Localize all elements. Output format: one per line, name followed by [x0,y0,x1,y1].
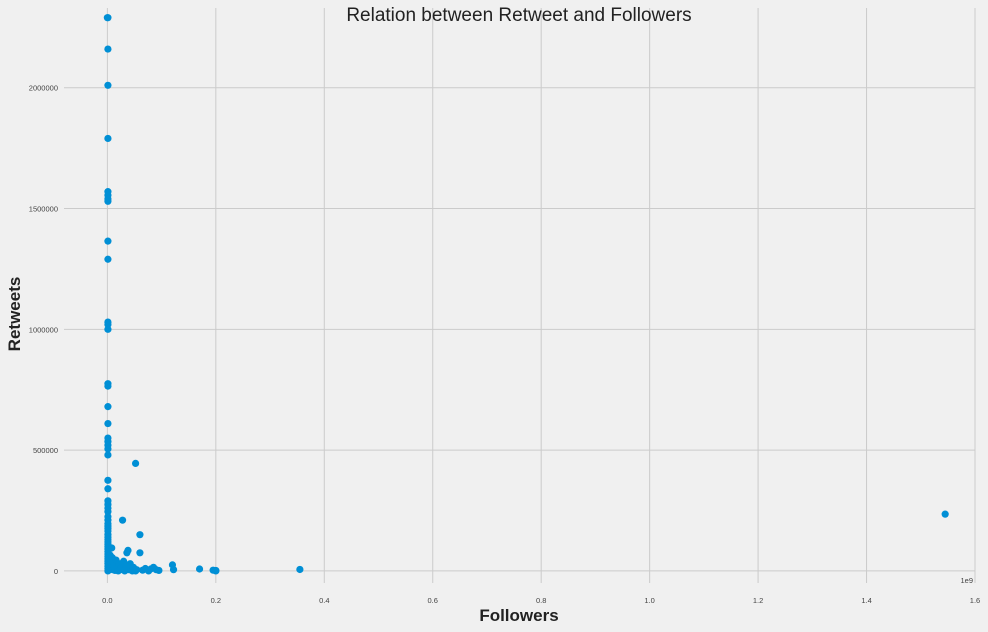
scatter-point [136,549,144,557]
scatter-point [104,451,112,459]
x-tick-label: 0.2 [211,596,221,605]
scatter-point [296,565,304,574]
scatter-point [104,237,112,245]
scatter-point [131,459,140,468]
y-tick-label: 0 [54,567,58,576]
x-axis-label: Followers [479,606,558,625]
y-tick-label: 1500000 [29,205,58,214]
scatter-point [212,567,220,575]
scatter-point [104,134,112,143]
chart-title: Relation between Retweet and Followers [346,5,691,26]
scatter-point [104,419,112,428]
grid-lines [64,8,976,583]
y-tick-label: 500000 [33,446,58,455]
x-tick-label: 1.4 [861,596,871,605]
scatter-point [104,14,112,22]
x-tick-label: 0.8 [536,596,546,605]
scatter-point [108,544,116,552]
scatter-point [104,445,112,453]
scatter-point [195,565,204,573]
x-tick-label: 1.0 [644,596,654,605]
x-tick-label: 0.4 [319,596,329,605]
scatter-point [104,476,112,484]
tick-labels: 0.0 0.2 0.4 0.6 0.8 1.0 1.2 1.4 1.6 0 500000 100000… [29,84,980,605]
scatter-point [124,546,132,554]
x-axis-offset-label: 1e9 [960,576,973,585]
scatter-point [104,382,112,390]
x-tick-label: 0.0 [102,596,112,605]
scatter-point [104,197,112,205]
scatter-point [169,566,178,574]
scatter-point [133,566,141,574]
scatter-point [104,255,112,263]
scatter-point [941,510,949,518]
y-tick-label: 2000000 [29,84,58,93]
scatter-point [104,81,112,89]
scatter-point [104,325,112,333]
y-axis-label: Retweets [5,277,24,352]
scatter-point [136,531,144,539]
data-points [103,14,949,575]
scatter-point [118,516,127,524]
x-tick-label: 0.6 [428,596,438,605]
scatter-point [104,485,112,493]
x-tick-label: 1.2 [753,596,763,605]
scatter-point [155,566,163,575]
y-tick-label: 1000000 [29,325,58,334]
scatter-point [104,403,112,411]
x-tick-label: 1.6 [970,596,980,605]
scatter-point [104,45,112,53]
